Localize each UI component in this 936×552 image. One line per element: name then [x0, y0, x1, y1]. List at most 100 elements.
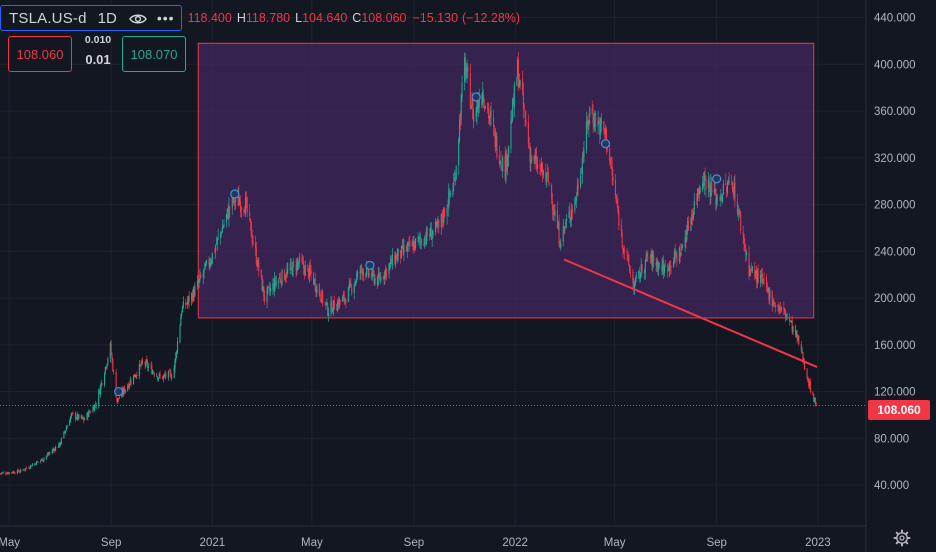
- candle-body: [796, 331, 798, 339]
- candle-body: [481, 94, 483, 108]
- candle-body: [89, 411, 91, 413]
- candle-body: [191, 293, 193, 301]
- candle-body: [744, 243, 746, 248]
- candle-body: [580, 172, 583, 174]
- candle-body: [401, 245, 403, 247]
- candle-body: [808, 381, 810, 386]
- candle-body: [192, 288, 194, 301]
- candle-body: [692, 211, 695, 219]
- candle-body: [577, 183, 579, 190]
- candle-body: [639, 275, 641, 278]
- candle-body: [560, 243, 562, 248]
- candle-body: [783, 307, 785, 310]
- candle-body: [599, 121, 601, 135]
- candle-body: [742, 232, 744, 237]
- candle-body: [244, 197, 247, 216]
- candle-body: [274, 278, 276, 285]
- candle-body: [690, 217, 692, 232]
- candle-body: [443, 208, 445, 223]
- candle-body: [564, 226, 566, 230]
- candle-body: [413, 242, 415, 250]
- candle-body: [424, 239, 427, 242]
- candle-body: [261, 275, 263, 291]
- candle-body: [504, 156, 506, 179]
- sell-button[interactable]: 108.060: [8, 36, 72, 72]
- candle-body: [721, 194, 724, 203]
- candle-body: [385, 269, 387, 273]
- candle-body: [687, 220, 689, 232]
- candle-body: [771, 291, 773, 306]
- candle-body: [438, 220, 440, 227]
- candle-body: [664, 265, 666, 267]
- candle-body: [235, 200, 237, 202]
- candle-body: [150, 365, 152, 367]
- candle-body: [342, 296, 344, 302]
- candle-body: [197, 281, 199, 283]
- candle-body: [63, 431, 65, 439]
- candle-body: [748, 251, 750, 276]
- candle-body: [384, 271, 386, 280]
- spread-info: 0.010 0.01: [80, 34, 116, 67]
- candle-body: [123, 387, 125, 393]
- candle-body: [70, 413, 72, 417]
- candle-body: [30, 465, 32, 468]
- symbol-name[interactable]: TSLA.US-d: [9, 9, 87, 27]
- candle-body: [12, 471, 14, 473]
- candle-body: [53, 449, 55, 451]
- symbol-info-box[interactable]: TSLA.US-d 1D •••: [0, 5, 182, 31]
- candle-body: [272, 283, 274, 290]
- candle-body: [750, 268, 753, 271]
- candle-body: [373, 273, 375, 284]
- candle-body: [710, 181, 712, 197]
- candle-body: [760, 275, 762, 283]
- candle-body: [806, 369, 808, 378]
- candle-body: [627, 255, 629, 257]
- candle-body: [616, 200, 618, 205]
- buy-button[interactable]: 108.070: [122, 36, 186, 72]
- candle-body: [395, 255, 398, 260]
- candle-body: [612, 177, 614, 181]
- candle-body: [502, 157, 504, 172]
- candle-body: [546, 172, 548, 179]
- candle-body: [214, 251, 216, 253]
- candle-body: [133, 373, 135, 378]
- event-marker-icon: [230, 189, 240, 199]
- candle-body: [472, 98, 474, 120]
- price-axis: 440.000 400.000 360.000 320.000 280.000 240.0…: [874, 13, 916, 493]
- candle-body: [217, 236, 219, 238]
- candle-body: [205, 260, 208, 264]
- event-markers: [114, 92, 722, 397]
- eye-icon[interactable]: [129, 12, 147, 24]
- gear-icon[interactable]: [893, 529, 911, 547]
- more-horizontal-icon[interactable]: •••: [156, 10, 175, 26]
- candle-body: [554, 211, 556, 217]
- candle-body: [761, 273, 763, 281]
- candle-body: [385, 268, 388, 276]
- candle-body: [258, 261, 260, 271]
- candle-body: [715, 189, 717, 205]
- candle-body: [302, 261, 304, 263]
- candle-body: [66, 425, 68, 429]
- interval-label[interactable]: 1D: [97, 9, 117, 27]
- event-marker-icon: [365, 260, 375, 270]
- candle-body: [542, 170, 544, 176]
- candle-body: [466, 67, 468, 72]
- candle-body: [64, 430, 67, 433]
- candle-body: [156, 375, 158, 377]
- candle-body: [82, 417, 84, 419]
- candle-body: [389, 262, 391, 266]
- candle-body: [432, 230, 434, 235]
- candle-body: [337, 302, 339, 311]
- candle-body: [588, 120, 590, 127]
- candle-body: [513, 84, 515, 109]
- last-price-tag: 108.060: [868, 400, 930, 420]
- candle-body: [780, 308, 782, 309]
- candle-body: [645, 254, 647, 262]
- candle-body: [138, 364, 140, 377]
- candle-body: [71, 412, 73, 414]
- candle-body: [42, 459, 44, 462]
- candle-body: [54, 449, 56, 451]
- candle-body: [89, 412, 91, 414]
- candle-body: [118, 397, 120, 399]
